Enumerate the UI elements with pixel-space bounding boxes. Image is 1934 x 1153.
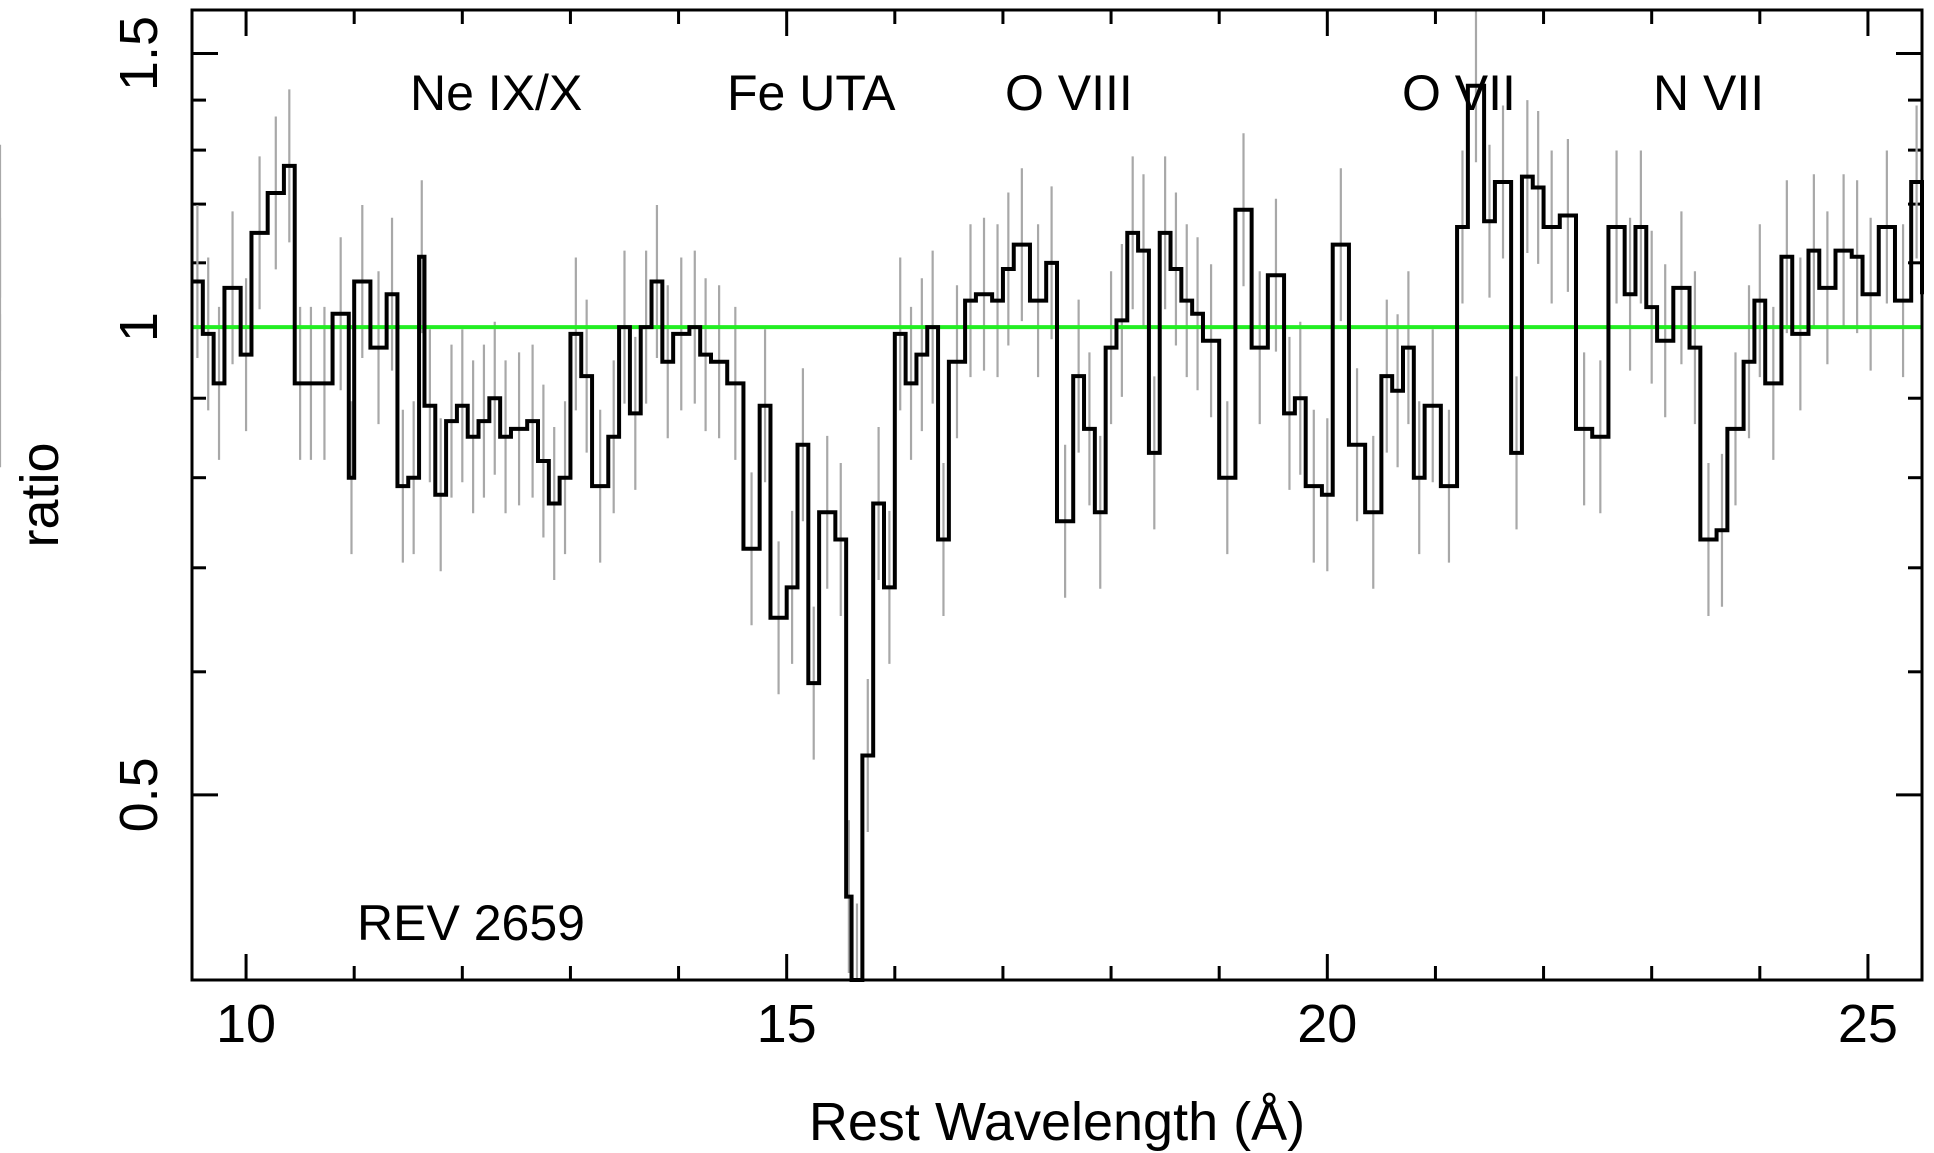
annotation-rev-2659: REV 2659 [357, 895, 585, 951]
x-tick-label: 25 [1838, 994, 1898, 1054]
x-tick-labels: 10 15 20 25 [216, 994, 1898, 1054]
data-step-series [192, 83, 1924, 982]
annotation-fe-uta: Fe UTA [727, 65, 896, 121]
annotation-ne-ix-x: Ne IX/X [410, 65, 582, 121]
y-tick-label: 1 [109, 312, 169, 342]
y-tick-label: 1.5 [109, 16, 169, 91]
y-axis-title: ratio [10, 442, 70, 547]
annotation-o-vii: O VII [1402, 65, 1516, 121]
error-bars [0, 10, 1918, 980]
x-tick-label: 15 [757, 994, 817, 1054]
annotation-o-viii: O VIII [1005, 65, 1133, 121]
data-step-line [192, 83, 1924, 982]
x-tick-label: 10 [216, 994, 276, 1054]
x-axis-title: Rest Wavelength (Å) [809, 1092, 1305, 1152]
y-tick-label: 0.5 [109, 757, 169, 832]
annotation-n-vii: N VII [1653, 65, 1764, 121]
axes [192, 10, 1922, 980]
plot-frame [190, 8, 1924, 982]
y-tick-labels: 0.5 1 1.5 [109, 16, 169, 832]
x-tick-label: 20 [1297, 994, 1357, 1054]
